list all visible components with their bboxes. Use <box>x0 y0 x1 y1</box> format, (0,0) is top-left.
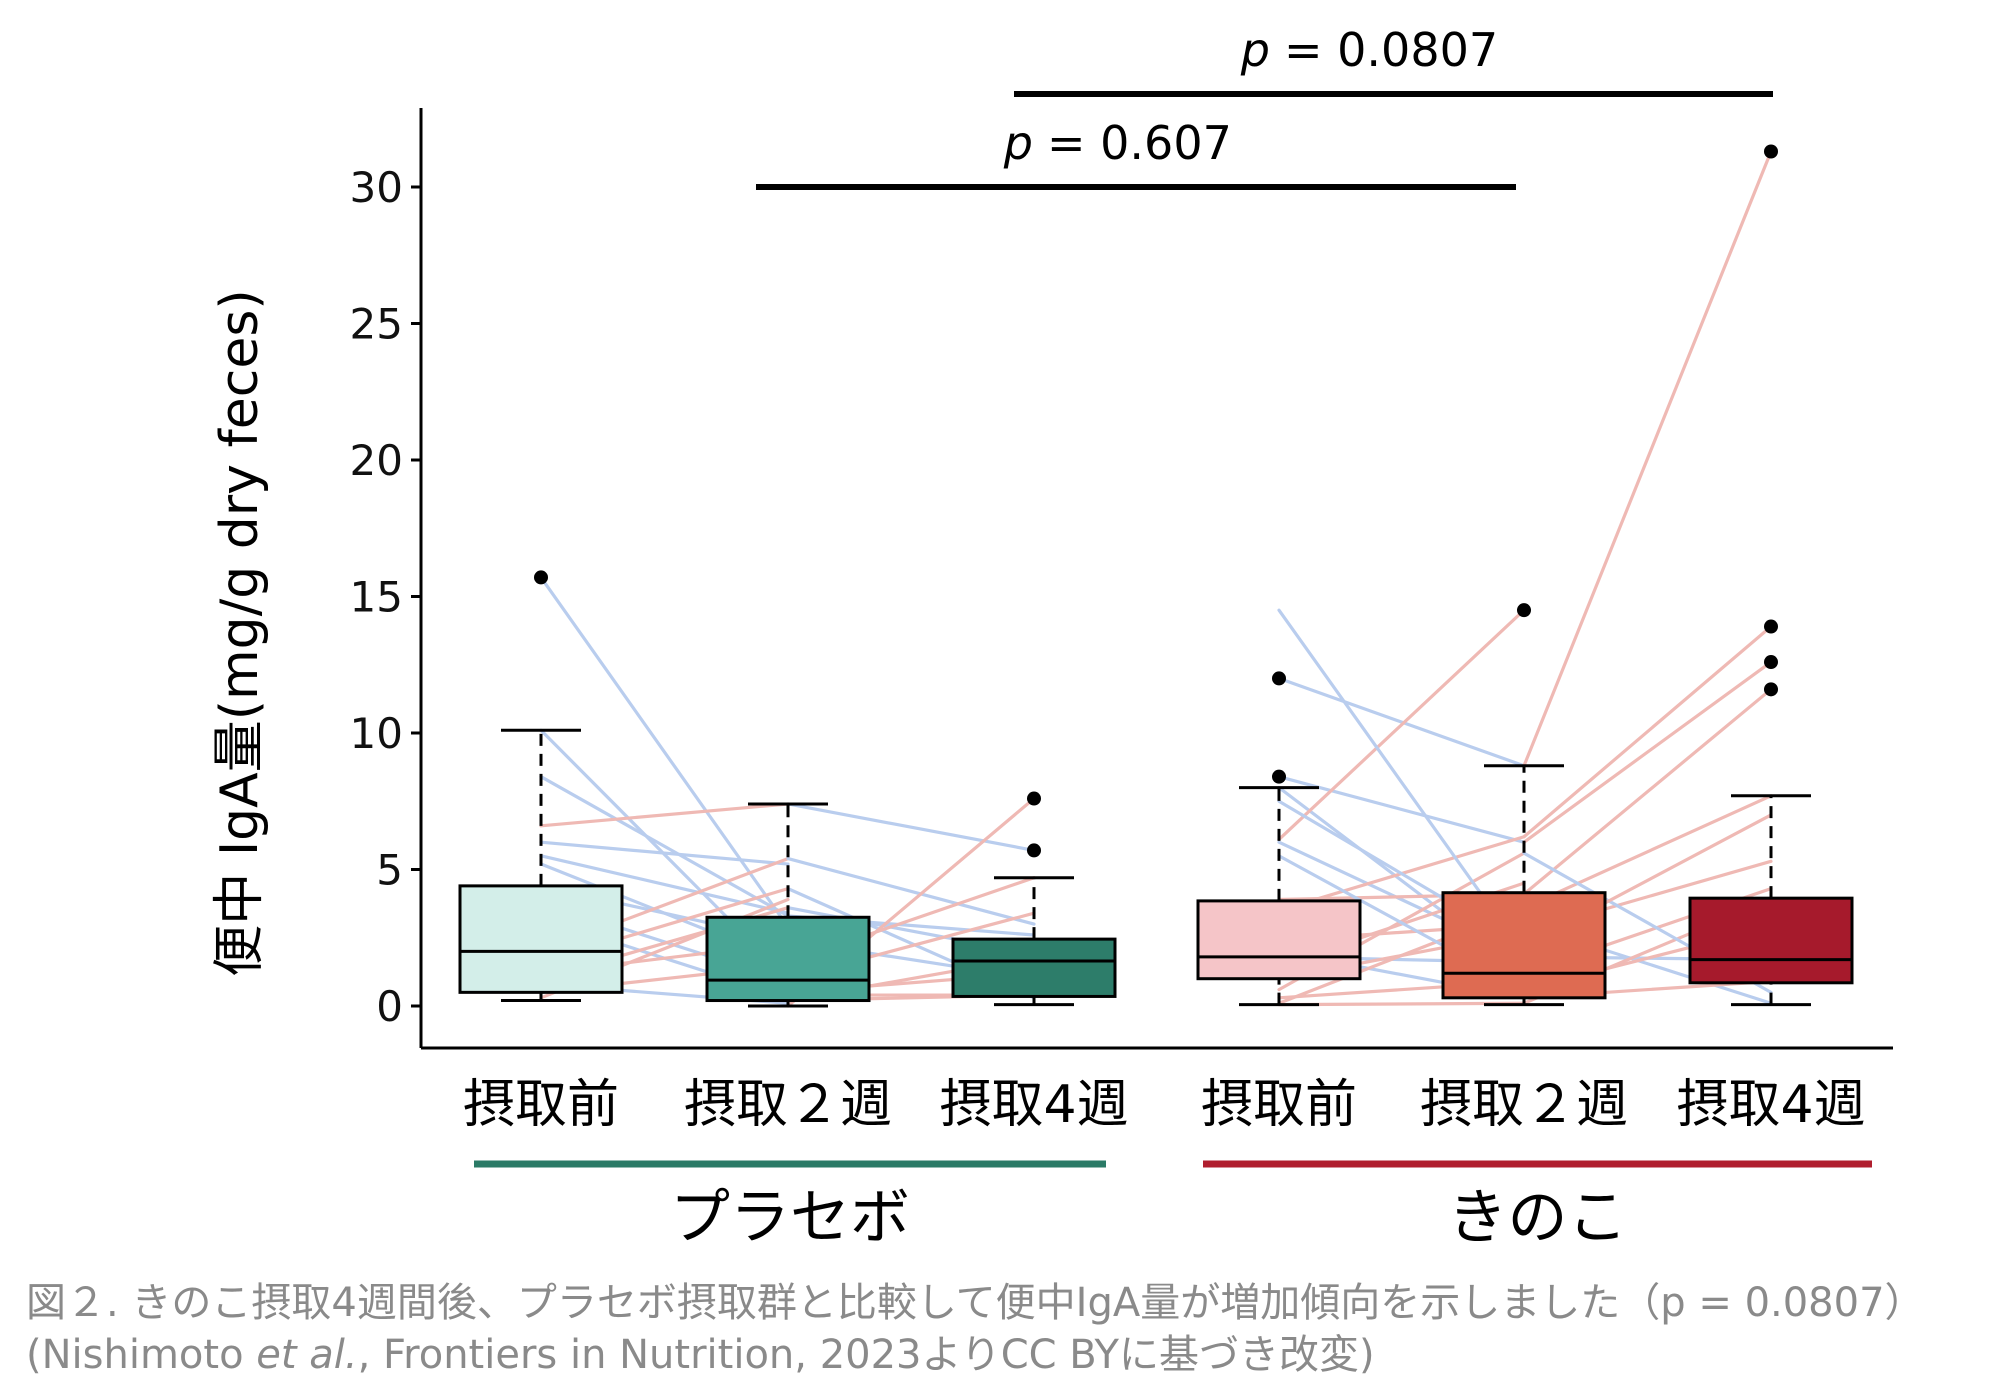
mushroom-paired-line <box>1522 624 1773 839</box>
y-tick-label: 10 <box>350 709 403 758</box>
x-tick-label: 摂取4週 <box>939 1075 1128 1135</box>
figure-caption: 図２. きのこ摂取4週間後、プラセボ摂取群と比較して便中IgA量が増加傾向を示し… <box>26 1280 1925 1326</box>
placebo-paired-line <box>539 840 790 866</box>
mushroom-paired-line <box>1277 1001 1526 1007</box>
mushroom-paired-line <box>1277 608 1526 842</box>
citation-prefix: (Nishimoto <box>26 1332 257 1378</box>
placebo-paired-line <box>539 854 790 915</box>
y-tick-label: 30 <box>350 163 403 212</box>
axes: 0 5 10 15 20 25 30 便中 IgA量(mg/g dry feces) 摂取前 摂取… <box>210 108 1893 1135</box>
boxplot-4 <box>1196 671 1362 1007</box>
placebo-paired-line <box>786 802 1036 852</box>
outlier-point <box>1764 144 1778 159</box>
mushroom-paired-line <box>1522 660 1773 844</box>
y-tick-label: 0 <box>376 982 403 1031</box>
outlier-point <box>1272 671 1286 686</box>
placebo-paired-line <box>539 575 790 929</box>
figure-citation: (Nishimoto et al., Frontiers in Nutritio… <box>26 1322 1375 1380</box>
group-label: プラセボ <box>670 1183 910 1253</box>
outlier-point <box>1027 791 1041 806</box>
p-value: = 0.0807 <box>1284 23 1498 77</box>
mushroom-paired-line <box>1522 687 1773 896</box>
mushroom-paired-line <box>1522 794 1773 910</box>
placebo-paired-line <box>539 775 790 918</box>
outlier-point <box>1764 682 1778 697</box>
x-tick-label: 摂取4週 <box>1676 1075 1865 1135</box>
y-tick-label: 20 <box>350 436 403 485</box>
y-tick-label: 25 <box>350 300 403 349</box>
boxplot-6 <box>1688 144 1854 1007</box>
citation-etal: et al. <box>256 1332 358 1378</box>
x-tick-label: 摂取２週 <box>684 1075 892 1135</box>
iqr-box <box>705 915 871 1003</box>
y-axis-title: 便中 IgA量(mg/g dry feces) <box>210 289 270 976</box>
iqr-box <box>1441 891 1607 1000</box>
outlier-point <box>1764 655 1778 670</box>
x-tick-label: 摂取前 <box>463 1075 619 1135</box>
placebo-paired-line <box>786 856 1036 926</box>
igA-boxplot-chart: 0 5 10 15 20 25 30 便中 IgA量(mg/g dry feces) 摂取前 摂取… <box>210 23 1893 1253</box>
outlier-point <box>1764 619 1778 634</box>
mushroom-paired-line <box>1522 149 1773 768</box>
iqr-box <box>1688 896 1854 985</box>
boxplot-1 <box>458 570 624 1003</box>
iqr-box <box>458 884 624 994</box>
x-tick-label: 摂取前 <box>1201 1075 1357 1135</box>
p-label: p <box>1003 116 1033 170</box>
group-label: きのこ <box>1448 1183 1628 1253</box>
y-tick-label: 5 <box>376 846 403 895</box>
y-tick-label: 15 <box>350 573 403 622</box>
x-tick-label: 摂取２週 <box>1420 1075 1628 1135</box>
boxplot-3 <box>951 791 1117 1007</box>
outlier-point <box>1517 603 1531 618</box>
outlier-point <box>1027 843 1041 858</box>
boxplot-2 <box>705 802 871 1008</box>
boxplots <box>458 144 1854 1008</box>
group-labels: プラセボ きのこ <box>474 1160 1872 1253</box>
mushroom-paired-line <box>1277 775 1526 844</box>
iqr-box <box>951 937 1117 998</box>
citation-suffix: , Frontiers in Nutrition, 2023よりCC BYに基づ… <box>357 1332 1375 1378</box>
paired-lines <box>539 149 1773 1008</box>
iqr-box <box>1196 899 1362 981</box>
boxplot-5 <box>1441 603 1607 1007</box>
mushroom-paired-line <box>1277 676 1526 768</box>
p-label: p <box>1240 23 1270 77</box>
outlier-point <box>1272 769 1286 784</box>
placebo-paired-line <box>539 802 790 828</box>
p-value: = 0.607 <box>1047 116 1232 170</box>
outlier-point <box>534 570 548 585</box>
